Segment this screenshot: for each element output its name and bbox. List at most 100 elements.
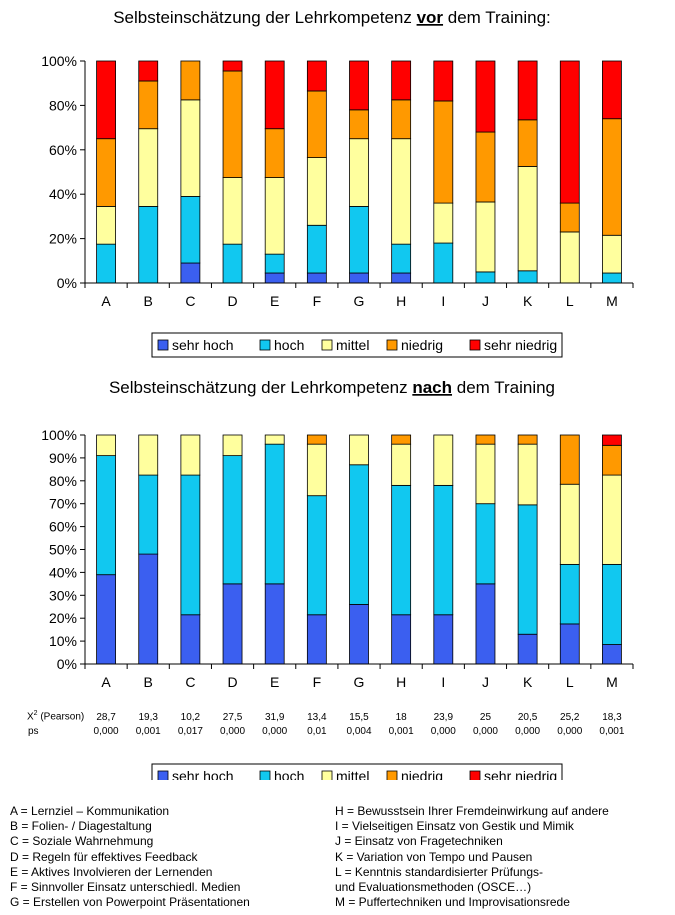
y-tick-label: 10% bbox=[49, 633, 77, 649]
legend-label: mittel bbox=[336, 337, 369, 353]
bar-segment bbox=[517, 504, 538, 635]
chi-value: 28,7 bbox=[96, 712, 116, 723]
legend: sehr hoch hoch mittel niedrig sehr niedrig bbox=[151, 332, 563, 358]
ps-value: 0,017 bbox=[177, 726, 203, 737]
ps-value: 0,004 bbox=[346, 726, 372, 737]
bar-segment bbox=[96, 138, 116, 207]
note-item: A = Lernziel – Kommunikation bbox=[10, 804, 170, 818]
x-tick-label: M bbox=[606, 293, 618, 309]
bar-segment bbox=[559, 483, 580, 565]
bar-segment bbox=[602, 474, 622, 565]
bar-segment bbox=[264, 272, 285, 284]
x-tick-label: A bbox=[101, 674, 111, 690]
x-tick-label: I bbox=[441, 674, 445, 690]
ps-value: 0,000 bbox=[93, 726, 119, 737]
ps-value: 0,001 bbox=[135, 726, 161, 737]
legend-label: sehr hoch bbox=[172, 768, 233, 780]
bar-segment bbox=[391, 243, 412, 274]
bar-segment bbox=[517, 633, 538, 665]
bar-segment bbox=[349, 434, 369, 466]
bar-segment bbox=[264, 253, 285, 274]
y-tick-label: 60% bbox=[49, 519, 77, 535]
legend-label: hoch bbox=[274, 768, 304, 780]
ps-value: 0,000 bbox=[557, 726, 583, 737]
legend-swatch bbox=[259, 770, 271, 780]
x-tick-label: G bbox=[354, 293, 365, 309]
bar-segment bbox=[222, 434, 243, 457]
chart-before-training: Selbsteinschätzung der Lehrkompetenz vor… bbox=[41, 8, 634, 358]
y-tick-label: 20% bbox=[49, 231, 77, 247]
legend-swatch bbox=[157, 339, 169, 351]
bar-segment bbox=[602, 644, 622, 665]
bar-segment bbox=[349, 464, 369, 605]
legend-swatch bbox=[469, 770, 481, 780]
bar-segment bbox=[433, 484, 454, 616]
bar-segment bbox=[349, 206, 369, 274]
bar-segment bbox=[180, 474, 201, 616]
bar-segment bbox=[602, 118, 622, 236]
bar-segment bbox=[391, 138, 412, 245]
y-tick-label: 0% bbox=[57, 656, 77, 672]
x-tick-label: I bbox=[441, 293, 445, 309]
legend-swatch bbox=[259, 339, 271, 351]
note-item: G = Erstellen von Powerpoint Präsentatio… bbox=[10, 895, 250, 910]
ps-value: 0,000 bbox=[430, 726, 456, 737]
legend-swatch bbox=[386, 339, 398, 351]
bar-segment bbox=[138, 553, 159, 665]
bar-segment bbox=[517, 60, 538, 121]
y-tick-label: 70% bbox=[49, 496, 77, 512]
bar-segment bbox=[264, 128, 285, 178]
bar-segment bbox=[180, 99, 201, 197]
bar-segment bbox=[349, 272, 369, 284]
y-tick-label: 50% bbox=[49, 542, 77, 558]
bar-segment bbox=[306, 443, 327, 497]
bar-segment bbox=[391, 272, 412, 284]
bar-segment bbox=[602, 444, 622, 476]
bar-segment bbox=[475, 131, 496, 203]
bar-segment bbox=[96, 206, 116, 245]
bar-segment bbox=[264, 177, 285, 255]
legend-swatch bbox=[157, 770, 169, 780]
bar-segment bbox=[96, 574, 116, 665]
y-tick-label: 40% bbox=[49, 186, 77, 202]
bar-segment bbox=[391, 614, 412, 665]
ps-value: 0,001 bbox=[388, 726, 414, 737]
bar-segment bbox=[222, 60, 243, 72]
bar-segment bbox=[222, 70, 243, 178]
bar-segment bbox=[391, 434, 412, 445]
bar-segment bbox=[517, 166, 538, 272]
note-item: C = Soziale Wahrnehmung bbox=[10, 834, 154, 849]
legend-swatch bbox=[469, 339, 481, 351]
legend-label: sehr hoch bbox=[172, 337, 233, 353]
bar-segment bbox=[349, 109, 369, 140]
x-tick-label: C bbox=[185, 293, 195, 309]
note-item: H = Bewusstsein Ihrer Fremdeinwirkung au… bbox=[335, 804, 609, 818]
chi-value: 31,9 bbox=[264, 712, 285, 723]
bar-segment bbox=[222, 583, 243, 665]
bar-segment bbox=[138, 60, 159, 82]
legend-label: niedrig bbox=[401, 768, 443, 780]
legend-label: hoch bbox=[274, 337, 304, 353]
note-item: L = Kenntnis standardisierter Prüfungs- bbox=[335, 864, 544, 879]
bar-segment bbox=[475, 271, 496, 284]
y-tick-label: 90% bbox=[49, 450, 77, 466]
x-tick-label: D bbox=[227, 674, 237, 690]
bar-segment bbox=[306, 60, 327, 92]
x-tick-label: J bbox=[482, 293, 489, 309]
chi-value: 10,2 bbox=[180, 712, 201, 723]
legend-swatch bbox=[321, 770, 333, 780]
bar-segment bbox=[559, 623, 580, 665]
bar-segment bbox=[559, 60, 580, 204]
bar-segment bbox=[602, 563, 622, 645]
bar-segment bbox=[475, 583, 496, 665]
bar-segment bbox=[180, 196, 201, 264]
bar-segment bbox=[306, 495, 327, 616]
ps-label: ps bbox=[28, 726, 39, 737]
legend-label: sehr niedrig bbox=[484, 768, 557, 780]
chart-after-training: Selbsteinschätzung der Lehrkompetenz nac… bbox=[41, 378, 634, 780]
x-tick-label: A bbox=[101, 293, 111, 309]
x-tick-label: M bbox=[606, 674, 618, 690]
x-tick-label: E bbox=[270, 293, 279, 309]
chi-value: 19,3 bbox=[138, 712, 158, 723]
bar-segment bbox=[391, 60, 412, 101]
